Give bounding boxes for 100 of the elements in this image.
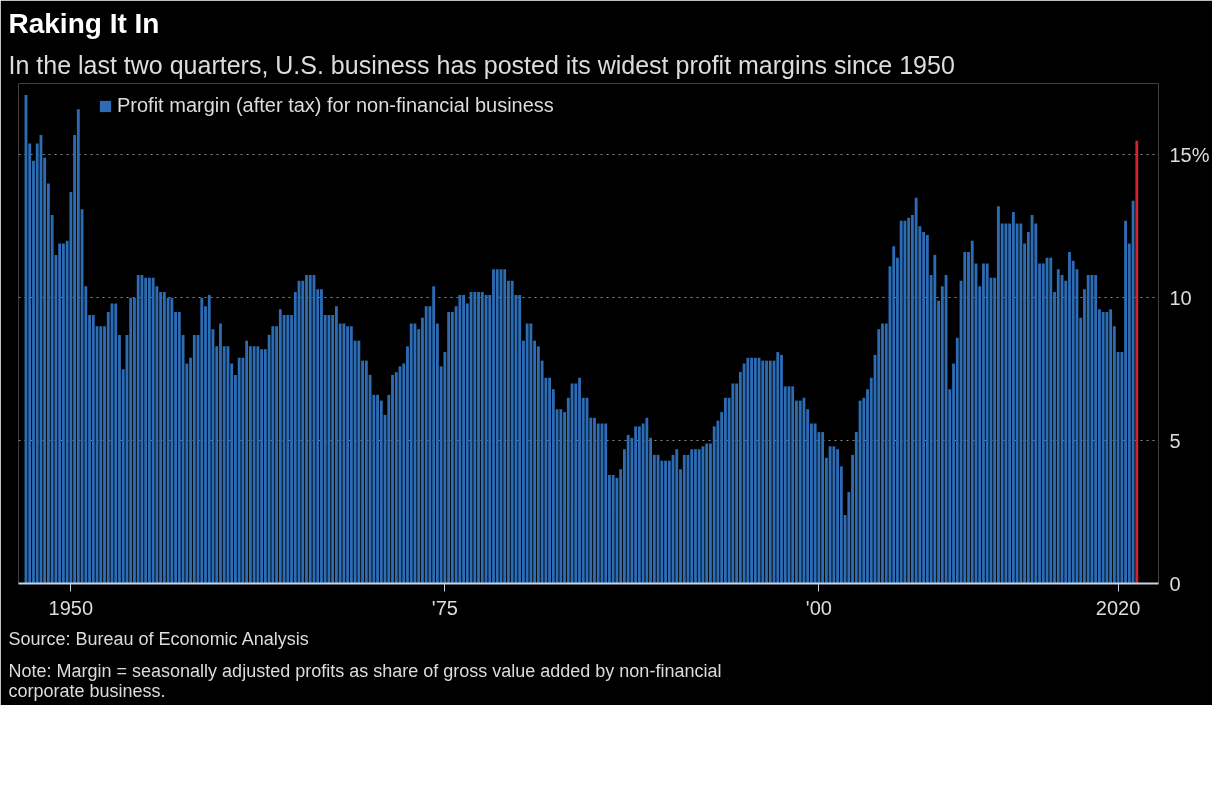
bar: [1094, 274, 1098, 584]
bar: [207, 294, 211, 584]
bar: [813, 423, 817, 584]
bar: [1068, 252, 1071, 584]
bar: [611, 474, 615, 584]
bar: [503, 269, 507, 584]
bar: [376, 394, 379, 584]
bar: [525, 323, 529, 584]
bar: [1101, 312, 1105, 584]
bar: [510, 280, 514, 584]
bar: [177, 312, 181, 584]
bar: [753, 357, 757, 584]
bar: [791, 386, 795, 584]
bar: [604, 423, 608, 584]
bar: [480, 292, 484, 584]
bar: [320, 289, 323, 584]
bar: [424, 306, 428, 584]
bar: [675, 449, 679, 584]
bar: [245, 340, 249, 584]
x-tick-label: 1950: [48, 596, 94, 619]
bar: [349, 326, 353, 584]
bar: [346, 326, 350, 584]
bar: [1086, 274, 1090, 584]
bar: [593, 417, 596, 584]
bar: [970, 240, 974, 584]
chart-subtitle: In the last two quarters, U.S. business has posted its widest profit margins since 1950: [8, 50, 955, 79]
bar: [447, 312, 451, 584]
bar: [731, 383, 735, 584]
bar: [985, 263, 989, 584]
bar: [1004, 223, 1008, 584]
bar: [305, 274, 308, 584]
bar: [170, 297, 174, 584]
bar: [903, 220, 907, 584]
y-tick-label: 15%: [1169, 143, 1210, 166]
bar: [682, 454, 686, 584]
bar: [495, 269, 499, 584]
bar: [256, 346, 260, 584]
bar: [637, 426, 641, 584]
bar: [780, 354, 783, 584]
bar: [832, 446, 836, 584]
bar: [907, 217, 911, 584]
bar: [391, 374, 394, 584]
bar: [364, 360, 368, 584]
bar: [828, 446, 832, 584]
bar: [761, 360, 765, 584]
bar: [1011, 212, 1015, 584]
bar: [645, 417, 649, 584]
bar: [892, 246, 896, 584]
bar: [548, 377, 552, 584]
bar: [798, 400, 802, 584]
bar: [136, 274, 140, 584]
bar: [1019, 223, 1023, 584]
x-tick-label: 2020: [1095, 596, 1141, 619]
bar: [114, 303, 118, 584]
text: Note: Margin = seasonally adjusted profits as share of gross value added by non-financial corporate business.: [8, 660, 722, 701]
bar: [147, 277, 151, 584]
bar: [286, 314, 290, 584]
bar: [1109, 309, 1113, 584]
bar: [1049, 257, 1053, 584]
bar: [776, 352, 780, 584]
bar: [578, 377, 581, 584]
bar: [997, 206, 1000, 584]
bar: [144, 277, 148, 584]
bar: [91, 314, 95, 584]
bar: [1105, 312, 1109, 584]
bar: [432, 286, 436, 584]
x-tick-label: '00: [805, 596, 832, 619]
bar: [694, 449, 697, 584]
bar: [529, 323, 533, 584]
legend-label: Profit margin (after tax) for non-financial business: [117, 94, 554, 117]
bar: [982, 263, 985, 584]
bar: [129, 297, 133, 584]
bar: [61, 243, 65, 584]
bar: [933, 254, 937, 584]
x-tick-label: '75: [431, 596, 458, 619]
bar: [899, 220, 903, 584]
bar: [634, 426, 638, 584]
bar: [492, 269, 495, 584]
bar: [1135, 140, 1139, 584]
bar: [768, 360, 772, 584]
bar: [58, 243, 62, 584]
source-note: Source: Bureau of Economic Analysis: [8, 628, 309, 649]
bar: [1030, 214, 1034, 584]
bar: [690, 449, 694, 584]
bar: [723, 397, 727, 584]
bar: [881, 323, 884, 584]
bar: [458, 294, 462, 584]
bar: [252, 346, 256, 584]
bar: [559, 409, 563, 584]
bar: [697, 449, 701, 584]
bar: [334, 306, 338, 584]
chart-title: Raking It In: [8, 7, 160, 39]
bar: [260, 349, 264, 584]
bar: [963, 252, 967, 584]
y-tick-label: 0: [1169, 572, 1181, 595]
bar: [76, 109, 80, 584]
bar: [1056, 269, 1060, 584]
bar: [99, 326, 103, 584]
bar: [518, 294, 522, 584]
bar: [705, 443, 709, 584]
